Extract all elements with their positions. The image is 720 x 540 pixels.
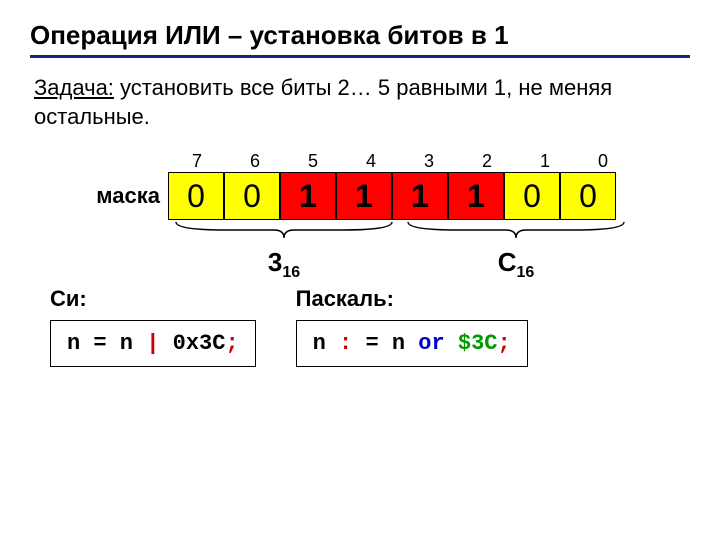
task-body: установить все биты 2… 5 равными 1, не м…: [34, 75, 612, 129]
bit-index: 2: [458, 151, 516, 172]
code-text: [445, 331, 458, 356]
bit-index: 7: [168, 151, 226, 172]
bit-cell: 0: [168, 172, 224, 220]
bit-index: 6: [226, 151, 284, 172]
bit-cell: 1: [392, 172, 448, 220]
bit-indices-row: 7 6 5 4 3 2 1 0: [168, 151, 690, 172]
bit-cell: 0: [504, 172, 560, 220]
brace-right: C16: [400, 220, 632, 270]
code-c-box: n = n | 0x3C;: [50, 320, 256, 367]
bit-cell: 1: [280, 172, 336, 220]
bit-cell: 0: [560, 172, 616, 220]
code-sep: ;: [225, 331, 238, 356]
code-pascal-box: n : = n or $3C;: [296, 320, 528, 367]
title-underline: [30, 55, 690, 58]
code-section: Си: n = n | 0x3C; Паскаль: n : = n or $3…: [30, 286, 690, 367]
mask-label: маска: [80, 183, 168, 209]
hex-sub: 16: [516, 264, 534, 281]
code-text: 0x3C: [159, 331, 225, 356]
code-text: n = n: [67, 331, 146, 356]
code-c-lang: Си:: [50, 286, 256, 312]
bit-cell: 1: [448, 172, 504, 220]
code-hexval: $3C: [458, 331, 498, 356]
bit-index: 3: [400, 151, 458, 172]
hex-value: 3: [268, 247, 282, 277]
bit-index: 1: [516, 151, 574, 172]
code-operator: |: [146, 331, 159, 356]
code-assign: :: [339, 331, 352, 356]
code-keyword: or: [418, 331, 444, 356]
hex-value: C: [498, 247, 517, 277]
brace-icon: [168, 220, 400, 240]
code-pascal-block: Паскаль: n : = n or $3C;: [296, 286, 528, 367]
task-text: Задача: установить все биты 2… 5 равными…: [30, 74, 690, 131]
bit-index: 4: [342, 151, 400, 172]
brace-icon: [400, 220, 632, 240]
hex-braces: 316 C16: [168, 220, 690, 270]
code-text: n: [313, 331, 339, 356]
brace-left: 316: [168, 220, 400, 270]
hex-label-left: 316: [168, 247, 400, 282]
bit-index: 5: [284, 151, 342, 172]
hex-label-right: C16: [400, 247, 632, 282]
bit-index: 0: [574, 151, 632, 172]
bit-cells: 0 0 1 1 1 1 0 0: [168, 172, 616, 220]
bit-cell: 0: [224, 172, 280, 220]
code-c-block: Си: n = n | 0x3C;: [50, 286, 256, 367]
bit-value-row: маска 0 0 1 1 1 1 0 0: [80, 172, 690, 220]
task-label: Задача:: [34, 75, 114, 100]
code-pascal-lang: Паскаль:: [296, 286, 528, 312]
code-sep: ;: [497, 331, 510, 356]
bit-diagram: 7 6 5 4 3 2 1 0 маска 0 0 1 1 1 1 0 0 31…: [80, 151, 690, 270]
hex-sub: 16: [282, 264, 300, 281]
code-text: = n: [352, 331, 418, 356]
bit-cell: 1: [336, 172, 392, 220]
page-title: Операция ИЛИ – установка битов в 1: [30, 20, 690, 51]
